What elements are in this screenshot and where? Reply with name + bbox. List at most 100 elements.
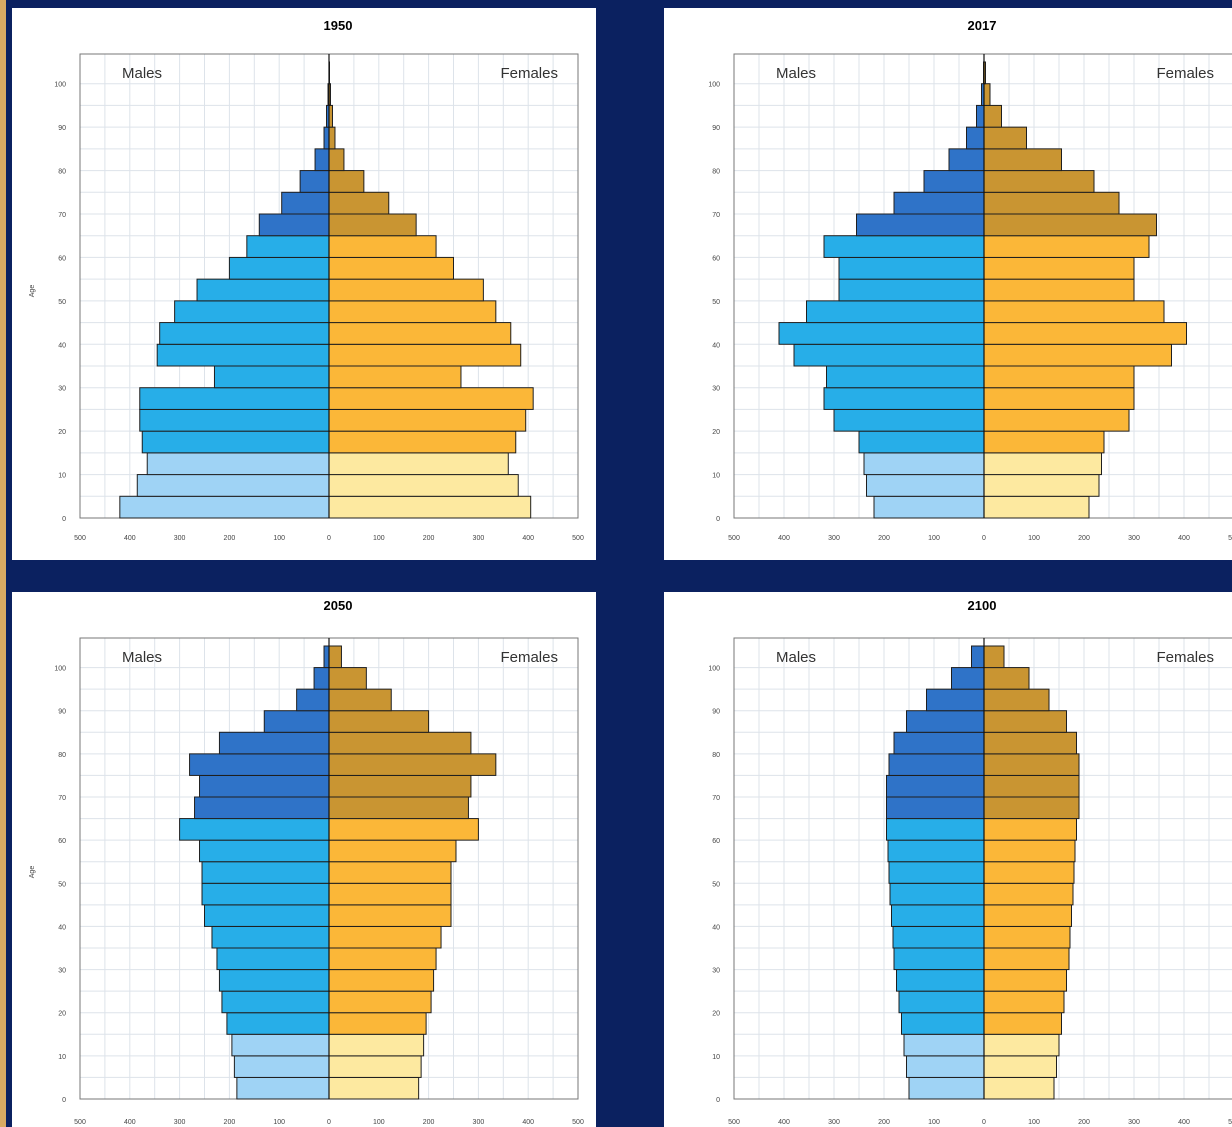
x-tick-label: 0 bbox=[982, 1119, 986, 1126]
bar-female bbox=[983, 925, 1071, 949]
bar-male bbox=[258, 213, 330, 237]
bar-female bbox=[328, 191, 390, 215]
bar-male bbox=[146, 452, 330, 476]
bar-male bbox=[314, 148, 330, 172]
bar-female bbox=[983, 495, 1090, 519]
bar-male bbox=[823, 387, 985, 410]
bar-female bbox=[983, 731, 1077, 755]
y-tick-label: 50 bbox=[58, 881, 66, 888]
pyramid-panel-2017: 2017 Males Females 0 10 20 30 40 50 60 70 80 90 100 50… bbox=[664, 8, 1232, 560]
y-tick-label: 90 bbox=[712, 125, 720, 132]
bar-male bbox=[216, 947, 330, 971]
x-tick-label: 500 bbox=[1228, 535, 1232, 542]
bar-male bbox=[901, 1012, 985, 1035]
y-tick-label: 40 bbox=[712, 342, 720, 349]
y-tick-label: 30 bbox=[712, 386, 720, 393]
chart-title: 2017 bbox=[968, 18, 997, 33]
bar-female bbox=[328, 474, 519, 497]
x-tick-label: 400 bbox=[1178, 535, 1190, 542]
bar-female bbox=[983, 387, 1135, 410]
bar-female bbox=[983, 1012, 1062, 1035]
bar-female bbox=[328, 170, 365, 193]
y-tick-label: 80 bbox=[58, 752, 66, 759]
males-label: Males bbox=[776, 649, 816, 666]
x-tick-label: 100 bbox=[273, 535, 285, 542]
bar-female bbox=[328, 495, 532, 519]
bar-female bbox=[328, 365, 462, 389]
y-tick-label: 40 bbox=[58, 924, 66, 931]
bar-male bbox=[228, 256, 330, 280]
bar-male bbox=[906, 710, 985, 733]
bar-female bbox=[328, 645, 342, 669]
bar-male bbox=[886, 796, 985, 820]
bar-female bbox=[328, 882, 452, 906]
bar-male bbox=[211, 925, 330, 949]
y-axis-label: Age bbox=[29, 866, 36, 879]
y-tick-label: 60 bbox=[58, 838, 66, 845]
y-tick-label: 90 bbox=[58, 125, 66, 132]
bar-male bbox=[218, 731, 330, 755]
x-tick-label: 300 bbox=[174, 535, 186, 542]
y-tick-label: 60 bbox=[712, 838, 720, 845]
bar-female bbox=[983, 104, 1002, 128]
males-label: Males bbox=[776, 65, 816, 82]
bar-female bbox=[328, 774, 472, 798]
bar-female bbox=[328, 861, 452, 884]
bar-male bbox=[119, 495, 330, 519]
x-tick-label: 400 bbox=[778, 535, 790, 542]
x-tick-label: 100 bbox=[373, 1119, 385, 1126]
bar-male bbox=[826, 365, 985, 389]
bar-male bbox=[856, 213, 985, 237]
bar-male bbox=[281, 191, 330, 215]
bar-male bbox=[218, 969, 330, 992]
y-tick-label: 30 bbox=[58, 968, 66, 975]
y-tick-label: 20 bbox=[58, 429, 66, 436]
bar-male bbox=[858, 430, 985, 454]
bar-male bbox=[263, 710, 330, 733]
x-tick-label: 200 bbox=[224, 1119, 236, 1126]
bar-male bbox=[174, 300, 330, 324]
bar-female bbox=[328, 1055, 422, 1078]
bar-female bbox=[983, 861, 1075, 884]
bar-female bbox=[983, 947, 1070, 971]
bar-male bbox=[806, 300, 985, 324]
bar-male bbox=[196, 278, 330, 302]
bar-female bbox=[328, 452, 509, 476]
x-tick-label: 0 bbox=[327, 535, 331, 542]
y-tick-label: 70 bbox=[712, 212, 720, 219]
y-tick-label: 20 bbox=[712, 429, 720, 436]
bar-female bbox=[328, 300, 497, 324]
x-tick-label: 400 bbox=[124, 535, 136, 542]
bar-male bbox=[793, 343, 985, 367]
x-tick-label: 400 bbox=[124, 1119, 136, 1126]
bar-male bbox=[323, 645, 330, 669]
x-tick-label: 400 bbox=[522, 535, 534, 542]
y-tick-label: 20 bbox=[58, 1011, 66, 1018]
bar-male bbox=[976, 104, 985, 128]
bar-male bbox=[906, 1055, 985, 1078]
males-label: Males bbox=[122, 649, 162, 666]
bar-male bbox=[863, 452, 985, 476]
x-tick-label: 200 bbox=[878, 1119, 890, 1126]
bar-male bbox=[896, 969, 985, 992]
bar-male bbox=[156, 343, 330, 367]
bar-male bbox=[892, 925, 985, 949]
x-tick-label: 200 bbox=[1078, 535, 1090, 542]
y-tick-label: 0 bbox=[62, 1097, 66, 1104]
x-tick-label: 500 bbox=[572, 1119, 584, 1126]
bar-female bbox=[328, 753, 497, 776]
bar-female bbox=[983, 818, 1077, 841]
bar-male bbox=[236, 1076, 330, 1100]
bar-female bbox=[983, 774, 1080, 798]
y-tick-label: 80 bbox=[58, 169, 66, 176]
x-tick-label: 300 bbox=[473, 535, 485, 542]
bar-female bbox=[983, 191, 1120, 215]
bar-female bbox=[983, 474, 1100, 497]
bar-male bbox=[971, 645, 985, 669]
bar-male bbox=[199, 839, 330, 863]
y-tick-label: 60 bbox=[58, 255, 66, 262]
bar-male bbox=[194, 796, 330, 820]
y-tick-label: 0 bbox=[62, 516, 66, 523]
bar-female bbox=[328, 925, 442, 949]
bar-female bbox=[328, 990, 432, 1014]
